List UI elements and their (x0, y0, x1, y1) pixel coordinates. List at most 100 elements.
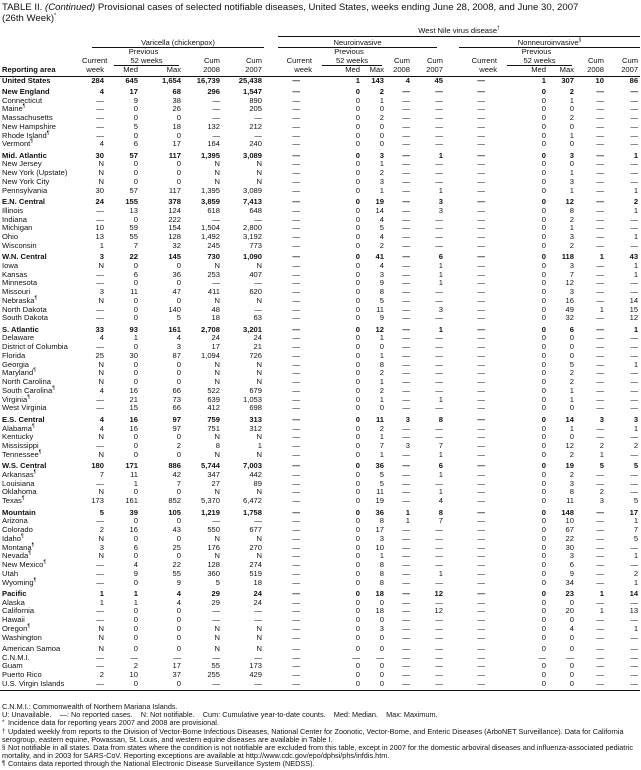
table-row: South Carolina¶ 4 16 66 522 679 — 0 2 — — — 0 1 — — (0, 385, 640, 396)
cell-neuro-current: — (292, 214, 300, 224)
cell-neuro-current: — (292, 652, 300, 662)
area-name: Washington (2, 632, 42, 642)
cell-nonneuro-med: 0 (541, 130, 546, 140)
table-row: Oklahoma N 0 0 N N — 0 11 — 1 — 0 8 2 — (0, 488, 640, 497)
cell-neuro-cum2008: — (402, 542, 410, 552)
cell-var-cum2007: 212 (249, 121, 262, 131)
cell-neuro-cum2007: 8 (438, 507, 443, 517)
header-cum-2008-neuro: Cum (386, 56, 412, 67)
cell-nonneuro-cum2007: 2 (633, 197, 639, 207)
reporting-area: Minnesota (0, 279, 82, 288)
cell-neuro-cum2007: — (435, 597, 443, 607)
cell-var-med: 0 (133, 577, 138, 587)
cell-var-max: 0 (176, 432, 181, 442)
cell-neuro-max: 1 (379, 377, 384, 387)
cell-nonneuro-cum2007: — (630, 597, 639, 607)
cell-nonneuro-cum2007: — (630, 615, 639, 625)
cell-var-cum2008: N (214, 432, 220, 442)
cell-nonneuro-med: 0 (541, 150, 546, 160)
cell-var-max: 222 (168, 214, 181, 224)
cell-var-current: 1 (99, 588, 104, 598)
cell-neuro-cum2008: — (402, 304, 410, 314)
cell-neuro-max: 18 (375, 606, 384, 616)
area-name: Montana (2, 542, 32, 552)
cell-var-max: 73 (172, 394, 181, 404)
area-name: New England (2, 86, 50, 96)
reporting-area: Alaska (0, 598, 82, 608)
cell-nonneuro-cum2007: 86 (629, 75, 639, 85)
cell-nonneuro-current: — (477, 432, 485, 442)
cell-var-med: 0 (133, 113, 138, 123)
cell-neuro-cum2007: 3 (438, 197, 443, 207)
cell-nonneuro-med: 0 (541, 597, 546, 607)
cell-neuro-cum2008: — (402, 240, 410, 250)
cell-var-current: N (98, 176, 104, 186)
cell-var-med: 2 (133, 661, 138, 671)
cell-nonneuro-cum2008: — (596, 560, 604, 569)
cell-var-cum2008: 17 (211, 342, 220, 352)
header-2007-neuro-text: 2007 (426, 65, 443, 74)
cell-neuro-current: — (292, 324, 300, 334)
cell-var-cum2008: 29 (211, 597, 220, 607)
cell-var-max: 0 (176, 643, 181, 653)
cell-neuro-current: — (292, 449, 300, 459)
cell-neuro-current: — (292, 287, 300, 297)
cell-var-cum2008: — (212, 104, 220, 114)
cell-nonneuro-cum2008: — (596, 469, 604, 479)
cell-nonneuro-max: 8 (569, 205, 574, 215)
area-name: Massachusetts (2, 113, 53, 123)
cell-neuro-med: 0 (355, 168, 360, 178)
cell-var-max: 0 (140, 679, 183, 691)
cell-var-max: 117 (168, 150, 181, 160)
cell-nonneuro-current: — (477, 670, 485, 680)
cell-var-med: 0 (133, 130, 138, 140)
cell-nonneuro-med: 0 (541, 185, 546, 195)
cell-var-med: 0 (133, 313, 138, 323)
cell-neuro-cum2008: — (402, 185, 410, 195)
header-2007-varicella: 2007 (222, 65, 264, 77)
table-row: Alaska 1 1 4 29 24 — 0 0 — — — 0 0 — — (0, 597, 640, 608)
cell-neuro-current: — (292, 150, 300, 160)
area-name: North Dakota (2, 304, 47, 314)
area-name: Vermont (2, 139, 31, 149)
cell-neuro-cum2008: — (402, 652, 410, 662)
cell-neuro-current: — (292, 568, 300, 578)
cell-nonneuro-med: 0 (541, 104, 546, 114)
cell-neuro-med: 0 (355, 295, 360, 305)
footnote-mark: ¶ (33, 367, 36, 374)
cell-neuro-med: 0 (355, 269, 360, 279)
cell-neuro-max: 3 (379, 623, 384, 633)
cell-nonneuro-med: 0 (541, 588, 546, 598)
cell-neuro-max: 1 (379, 333, 384, 343)
cell-neuro-max: 1 (379, 394, 384, 404)
header-cum-2008-nonneuro: Cum (576, 56, 606, 67)
cell-var-max: 4 (176, 597, 181, 607)
table-row: Maryland¶ N 0 0 N N — 0 2 — — — 0 2 — — (0, 367, 640, 378)
cell-neuro-cum2007: — (435, 359, 443, 369)
cell-neuro-cum2007: — (435, 542, 443, 552)
area-name: Colorado (2, 525, 33, 534)
cell-var-max: 97 (172, 414, 181, 424)
cell-var-cum2008: 1,395 (200, 185, 220, 195)
cell-var-current: 4 (99, 385, 104, 395)
cell-neuro-cum2008: — (402, 496, 410, 506)
cell-var-max: 0 (176, 159, 181, 169)
area-name: S. Atlantic (2, 324, 39, 334)
cell-nonneuro-med: 0 (541, 313, 546, 323)
cell-nonneuro-med: 0 (541, 632, 546, 642)
cell-nonneuro-cum2008: 3 (599, 414, 604, 424)
cell-var-current: 173 (91, 496, 104, 506)
cell-var-max: 0 (176, 260, 181, 270)
cell-nonneuro-cum2008: — (596, 342, 604, 352)
footnote-mark: ¶ (46, 130, 50, 137)
header-2008-neuro: 2008 (386, 65, 412, 77)
cell-nonneuro-cum2008: — (596, 551, 604, 561)
cell-var-cum2008: 55 (211, 661, 220, 671)
cell-var-cum2007: 890 (249, 95, 262, 105)
cell-nonneuro-cum2007: — (630, 560, 639, 569)
reporting-area: Nevada¶ (0, 551, 82, 561)
cell-neuro-cum2007: — (435, 368, 443, 378)
cell-neuro-cum2008: — (402, 469, 410, 479)
cell-var-med: 11 (130, 287, 138, 297)
cell-var-cum2007: 648 (249, 205, 262, 215)
